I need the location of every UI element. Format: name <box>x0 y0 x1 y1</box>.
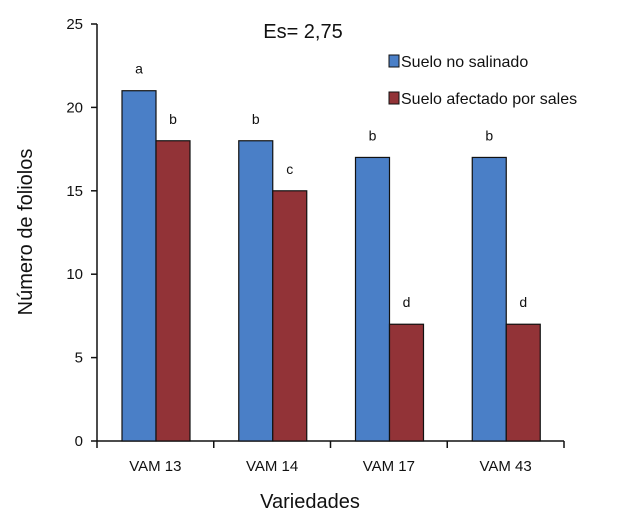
significance-letter: b <box>485 127 493 143</box>
bar-afectado-2 <box>388 323 425 442</box>
significance-letter: c <box>286 161 293 177</box>
y-tick-label: 10 <box>66 266 83 283</box>
bar-no-salinado-2 <box>354 156 391 442</box>
bar-no-salinado-1 <box>238 140 274 442</box>
legend-label: Suelo afectado por sales <box>401 91 577 108</box>
legend-swatch <box>388 91 400 105</box>
y-tick-label: 5 <box>75 350 83 367</box>
legend-label: Suelo no salinado <box>401 54 528 71</box>
significance-letter: d <box>519 294 527 310</box>
y-tick-label: 15 <box>66 183 83 200</box>
annotation-es: Es= 2,75 <box>263 21 343 43</box>
significance-letter: b <box>252 111 260 127</box>
y-tick-label: 0 <box>75 433 83 450</box>
y-tick-label: 25 <box>66 16 83 33</box>
bar-afectado-3 <box>505 323 541 442</box>
x-tick-label: VAM 17 <box>363 458 415 475</box>
y-axis-title: Número de foliolos <box>15 149 37 316</box>
x-axis: VAM 13 VAM 14 VAM 17 VAM 43 <box>96 440 565 475</box>
x-tick-label: VAM 13 <box>129 458 181 475</box>
bars <box>121 90 541 442</box>
legend-swatch <box>388 54 400 68</box>
significance-letters: a b b b b c d d <box>135 61 527 311</box>
x-tick-label: VAM 43 <box>480 458 532 475</box>
y-axis: 0 5 10 15 20 25 <box>66 16 98 450</box>
x-tick-label: VAM 14 <box>246 458 298 475</box>
y-tick-label: 20 <box>66 99 83 116</box>
x-axis-title: Variedades <box>260 491 360 513</box>
significance-letter: b <box>369 127 377 143</box>
bar-no-salinado-3 <box>471 156 507 442</box>
legend: Suelo no salinado Suelo afectado por sale… <box>388 54 577 108</box>
bar-afectado-1 <box>272 190 308 442</box>
bar-no-salinado-0 <box>121 90 157 442</box>
bar-afectado-0 <box>155 140 191 442</box>
significance-letter: d <box>403 294 411 310</box>
significance-letter: b <box>169 111 177 127</box>
significance-letter: a <box>135 61 143 77</box>
